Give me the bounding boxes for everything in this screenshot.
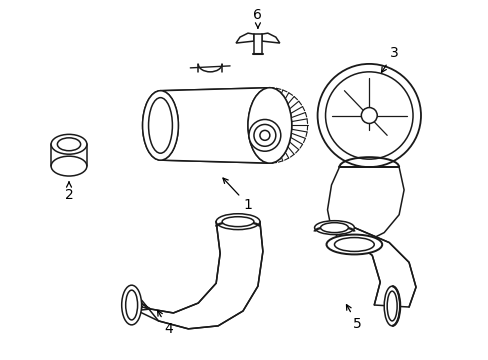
Ellipse shape xyxy=(142,91,178,160)
Ellipse shape xyxy=(51,134,87,154)
Ellipse shape xyxy=(57,138,81,151)
Ellipse shape xyxy=(314,221,354,235)
Ellipse shape xyxy=(326,235,382,255)
Polygon shape xyxy=(160,88,269,163)
Ellipse shape xyxy=(361,108,376,123)
Ellipse shape xyxy=(253,96,285,155)
Ellipse shape xyxy=(260,130,269,140)
Ellipse shape xyxy=(216,214,260,230)
Polygon shape xyxy=(236,33,253,43)
Ellipse shape xyxy=(51,156,87,176)
Ellipse shape xyxy=(222,217,253,227)
Text: 4: 4 xyxy=(157,311,172,336)
Ellipse shape xyxy=(334,238,373,251)
Polygon shape xyxy=(133,222,263,329)
Ellipse shape xyxy=(247,88,291,163)
Polygon shape xyxy=(262,33,279,43)
Ellipse shape xyxy=(125,290,137,320)
Polygon shape xyxy=(253,34,262,54)
Text: 1: 1 xyxy=(223,178,252,212)
Ellipse shape xyxy=(320,223,347,233)
Ellipse shape xyxy=(317,64,420,167)
Ellipse shape xyxy=(122,285,142,325)
Ellipse shape xyxy=(148,98,172,153)
Text: 2: 2 xyxy=(64,182,73,202)
Ellipse shape xyxy=(253,125,275,146)
Ellipse shape xyxy=(247,88,291,163)
Text: 6: 6 xyxy=(253,8,262,28)
Ellipse shape xyxy=(248,120,280,151)
Polygon shape xyxy=(314,228,415,307)
Ellipse shape xyxy=(148,98,172,153)
Ellipse shape xyxy=(325,72,412,159)
Ellipse shape xyxy=(142,91,178,160)
Ellipse shape xyxy=(386,291,396,321)
Text: 3: 3 xyxy=(381,46,398,72)
Text: 5: 5 xyxy=(346,305,361,331)
Ellipse shape xyxy=(384,286,399,326)
